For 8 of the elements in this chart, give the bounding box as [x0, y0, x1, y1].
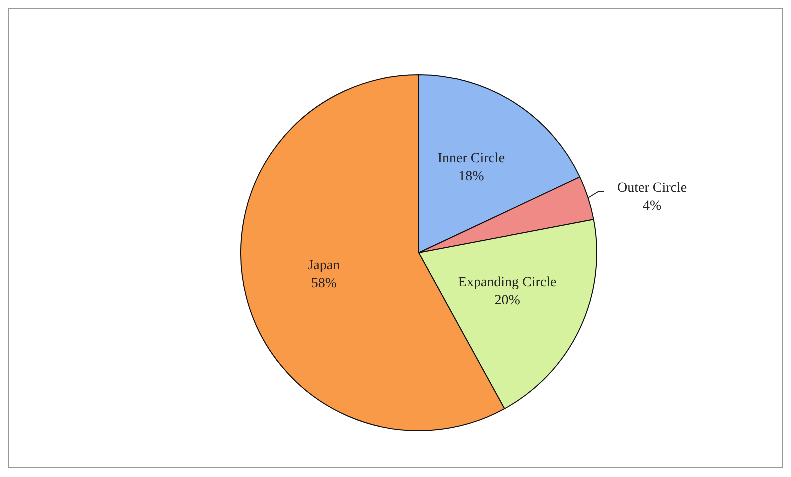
slice-label: Japan [308, 258, 340, 274]
data-label: 4% [642, 198, 662, 214]
slice-label: Inner Circle [438, 151, 506, 166]
data-label: 20% [494, 294, 521, 309]
slice-label: Expanding Circle [458, 276, 557, 291]
data-label: 18% [458, 169, 485, 184]
data-label: 58% [311, 276, 338, 292]
slice-label: Outer Circle [617, 180, 688, 196]
